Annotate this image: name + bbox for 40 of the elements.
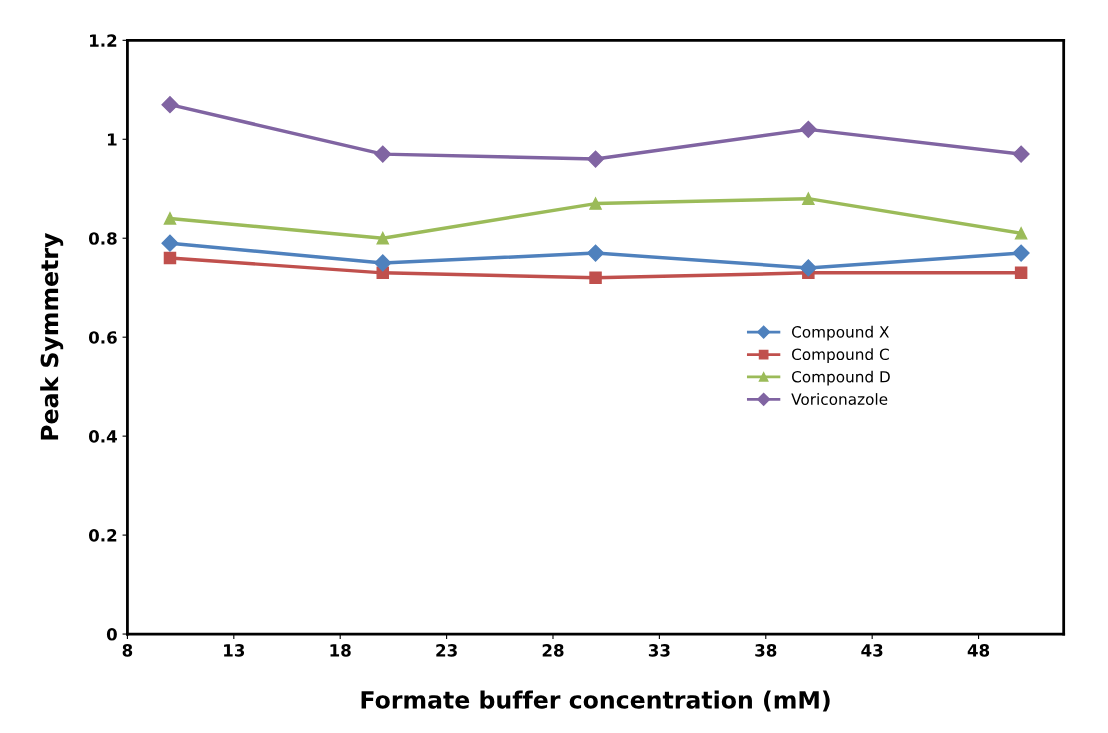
point [1014, 266, 1028, 280]
point [802, 192, 815, 205]
point [1012, 244, 1030, 262]
y-axis-title: Peak Symmetry [40, 233, 64, 440]
legend-label: Voriconazole [791, 393, 888, 405]
point [1012, 145, 1030, 163]
point [1014, 227, 1028, 240]
point [374, 254, 392, 272]
x-tick-label: 18 [330, 644, 351, 657]
point [163, 251, 177, 265]
point [589, 197, 602, 210]
x-tick-label: 8 [122, 644, 133, 657]
y-tick-label: 0.2 [88, 529, 117, 542]
point [376, 231, 390, 245]
x-tick-label: 13 [224, 644, 245, 657]
legend-label: Compound D [791, 370, 890, 386]
point [589, 271, 602, 285]
legend-label: Compound C [791, 348, 889, 364]
point [374, 145, 392, 163]
point [799, 259, 817, 277]
y-tick-label: 1.2 [90, 34, 117, 47]
x-tick-label: 43 [861, 644, 883, 657]
point [586, 244, 605, 262]
point [161, 234, 179, 252]
point [161, 96, 179, 114]
x-tick-label: 23 [436, 644, 457, 657]
x-tick-label: 33 [648, 644, 670, 657]
point [799, 120, 817, 138]
y-tick-label: 0.6 [88, 331, 117, 344]
x-axis-title: Formate buffer concentration (mM) [361, 690, 830, 712]
y-tick-label: 0.4 [88, 430, 117, 443]
point [586, 150, 605, 168]
x-tick-label: 48 [967, 644, 990, 657]
x-tick-label: 38 [755, 644, 777, 657]
x-tick-label: 28 [542, 644, 564, 657]
y-tick-label: 0 [106, 628, 117, 641]
y-tick-label: 0.8 [88, 232, 117, 245]
y-tick-label: 1 [107, 133, 117, 146]
legend-label: Compound X [791, 325, 889, 341]
point [163, 212, 177, 225]
